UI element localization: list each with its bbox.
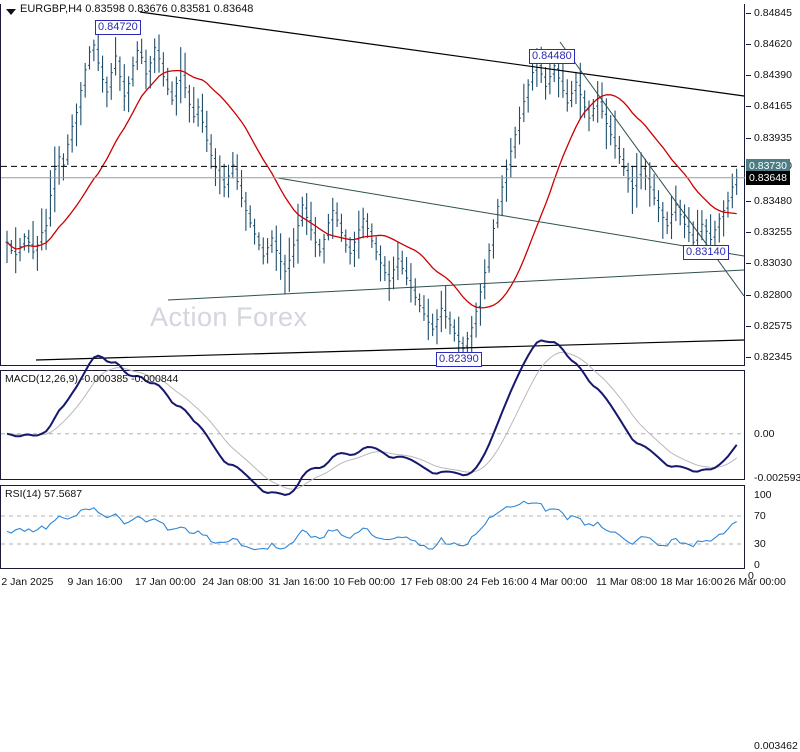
time-tick-label: 4 Mar 00:00 [531, 576, 588, 588]
time-axis[interactable]: 2 Jan 2025 9 Jan 16:00 17 Jan 00:00 24 Jan … [0, 569, 800, 600]
price-tick-mark [746, 75, 751, 77]
time-tick-label: 10 Feb 00:00 [333, 576, 396, 588]
price-tick-label: 0.84165 [754, 100, 792, 113]
macd-legend: MACD(12,26,9) -0.000385 -0.000844 [5, 373, 179, 385]
last-price-badge: 0.83648 [746, 170, 790, 185]
price-tick-mark [746, 294, 751, 296]
rsi-tick-label: 100 [754, 489, 772, 501]
price-tick-mark [746, 12, 751, 14]
time-tick-label: 24 Jan 08:00 [202, 576, 264, 588]
price-tick-mark [746, 357, 751, 359]
time-tick-label: 24 Feb 16:00 [466, 576, 529, 588]
moving-average-line [6, 69, 737, 309]
watermark: Action Forex [150, 302, 308, 332]
time-tick-label: 18 Mar 16:00 [660, 576, 723, 588]
plot-layer [1, 11, 745, 551]
price-panel [0, 4, 745, 366]
chevron-down-icon[interactable] [6, 9, 16, 15]
channel-low-label[interactable]: 0.83140 [683, 245, 729, 260]
price-tick-mark [746, 231, 751, 233]
rsi-tick-label: 70 [754, 510, 766, 522]
macd-tick-label: 0.003462 [754, 740, 798, 752]
price-tick-mark [746, 325, 751, 327]
macd-tick-label: 0.00 [754, 427, 775, 440]
price-tick-label: 0.84390 [754, 69, 792, 82]
macd-series [1, 339, 745, 497]
price-tick-label: 0.83030 [754, 256, 792, 269]
price-level-badge: 0.83730 [746, 159, 790, 174]
trendline-group [35, 11, 745, 361]
price-tick-mark [746, 200, 751, 202]
time-tick-label: 9 Jan 16:00 [67, 576, 123, 588]
rsi-series [1, 500, 745, 551]
price-tick-label: 0.83480 [754, 194, 792, 207]
price-tick-mark [746, 106, 751, 108]
time-tick-label: 2 Jan 2025 [1, 576, 54, 588]
axis-zero-label: 0 [748, 570, 754, 582]
price-tick-label: 0.82575 [754, 319, 792, 332]
time-tick-label: 26 Mar 00:00 [723, 576, 786, 588]
forex-chart-app: EURGBP,H4 0.83598 0.83676 0.83581 0.8364… [0, 3, 800, 752]
price-tick-mark [746, 262, 751, 264]
macd-tick-label: -0.002593 [754, 472, 800, 484]
time-tick-label: 31 Jan 16:00 [268, 576, 330, 588]
time-tick-label: 17 Feb 08:00 [400, 576, 463, 588]
rsi-tick-label: 30 [754, 538, 766, 550]
price-tick-mark [746, 43, 751, 45]
swing-low-label[interactable]: 0.82390 [436, 352, 482, 367]
price-level-lines [1, 165, 745, 179]
macd-panel [0, 370, 745, 480]
rsi-axis: 100 70 30 0 [746, 485, 800, 571]
time-tick-label: 17 Jan 00:00 [134, 576, 196, 588]
rsi-tick-label: 0 [754, 559, 760, 571]
price-tick-label: 0.82800 [754, 288, 792, 301]
price-tick-mark [746, 138, 751, 140]
price-tick-label: 0.82345 [754, 351, 792, 364]
candlestick-series [5, 34, 739, 364]
price-tick-label: 0.83255 [754, 225, 792, 238]
lower-high-label[interactable]: 0.84480 [529, 49, 575, 64]
chart-header: EURGBP,H4 0.83598 0.83676 0.83581 0.8364… [20, 3, 254, 15]
swing-high-label[interactable]: 0.84720 [95, 20, 141, 35]
macd-axis: 0.003462 0.00 -0.002593 [746, 370, 800, 752]
time-tick-label: 11 Mar 08:00 [596, 576, 658, 588]
price-tick-label: 0.84845 [754, 6, 792, 19]
price-tick-label: 0.83935 [754, 132, 792, 145]
rsi-legend: RSI(14) 57.5687 [5, 488, 83, 500]
rsi-panel [0, 485, 745, 569]
price-tick-label: 0.84620 [754, 37, 792, 50]
